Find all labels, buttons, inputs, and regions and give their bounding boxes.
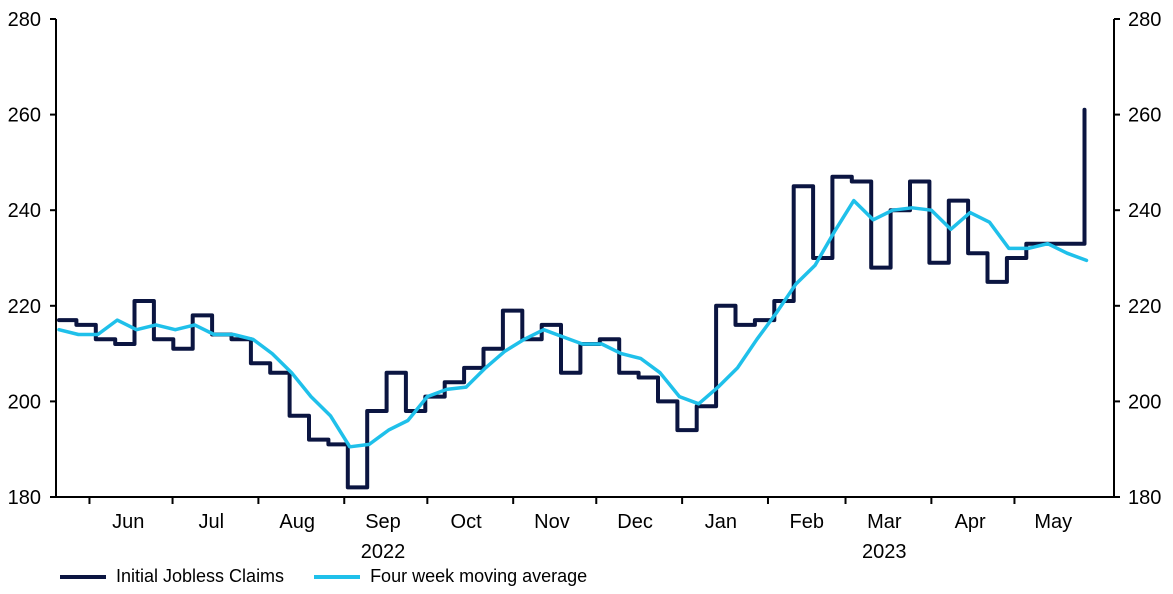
y-tick-label-left: 180 — [8, 487, 41, 509]
chart-series-layer — [57, 107, 1089, 490]
x-tick-label: Jul — [199, 511, 225, 533]
x-tick-label: Oct — [451, 511, 483, 533]
x-tick-label: Nov — [534, 511, 570, 533]
legend-swatch-claims — [60, 574, 106, 579]
x-tick-label: Mar — [867, 511, 902, 533]
x-tick-label: Feb — [790, 511, 824, 533]
x-tick-label: May — [1034, 511, 1072, 533]
y-tick-label-left: 200 — [8, 391, 41, 413]
y-tick-label-left: 260 — [8, 105, 41, 127]
series-line-four-week-average — [57, 198, 1089, 449]
y-tick-label-right: 260 — [1128, 105, 1161, 127]
x-year-label: 2022 — [361, 541, 406, 560]
x-year-label: 2023 — [862, 541, 907, 560]
x-tick-label: Dec — [617, 511, 653, 533]
x-tick-label: Aug — [279, 511, 315, 533]
legend-label-average: Four week moving average — [370, 566, 588, 586]
series-line-initial-jobless-claims — [57, 107, 1087, 490]
y-tick-label-left: 280 — [8, 9, 41, 31]
y-tick-label-right: 200 — [1128, 391, 1161, 413]
y-tick-label-left: 240 — [8, 200, 41, 222]
x-tick-label: Jan — [705, 511, 737, 533]
y-tick-label-right: 220 — [1128, 296, 1161, 318]
x-tick-label: Sep — [365, 511, 401, 533]
legend-item-average: Four week moving average — [314, 566, 587, 587]
y-tick-label-left: 220 — [8, 296, 41, 318]
line-chart: 180 180 200 200 220 220 240 240 260 260 280 280 Jun J… — [8, 9, 1162, 560]
legend-label-claims: Initial Jobless Claims — [116, 566, 285, 586]
chart-axes: 180 180 200 200 220 220 240 240 260 260 280 280 Jun J… — [8, 9, 1162, 560]
x-tick-label: Apr — [955, 511, 986, 533]
y-tick-label-right: 180 — [1128, 487, 1161, 509]
legend-item-claims: Initial Jobless Claims — [60, 566, 284, 587]
x-tick-label: Jun — [112, 511, 144, 533]
y-tick-label-right: 240 — [1128, 200, 1161, 222]
legend-swatch-average — [314, 574, 361, 579]
chart-legend: Initial Jobless Claims Four week moving … — [60, 566, 617, 587]
y-tick-label-right: 280 — [1128, 9, 1161, 31]
